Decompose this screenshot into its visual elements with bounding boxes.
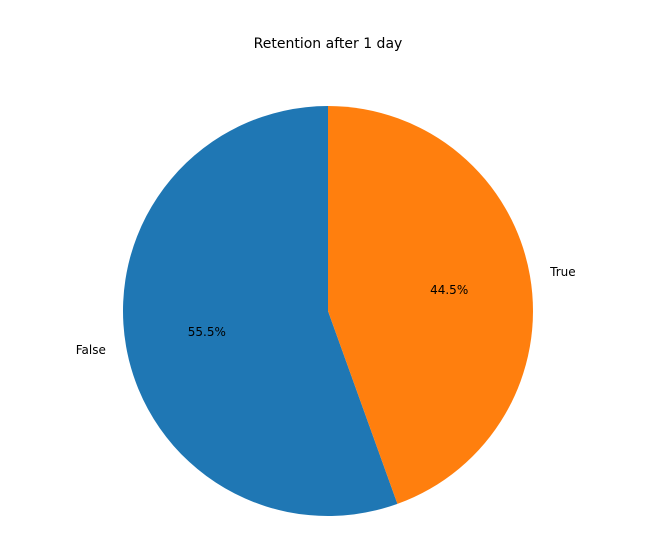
- pie-slice-true: [328, 106, 533, 504]
- pie-labels: False 55.5% True 44.5%: [76, 265, 576, 357]
- pie-slice-false: [122, 106, 398, 516]
- slice-label-true: True: [549, 265, 576, 279]
- pie-slices: [122, 106, 533, 516]
- slice-percent-true: 44.5%: [430, 283, 468, 297]
- chart-title: Retention after 1 day: [254, 36, 403, 52]
- slice-percent-false: 55.5%: [188, 325, 226, 339]
- slice-label-false: False: [76, 343, 106, 357]
